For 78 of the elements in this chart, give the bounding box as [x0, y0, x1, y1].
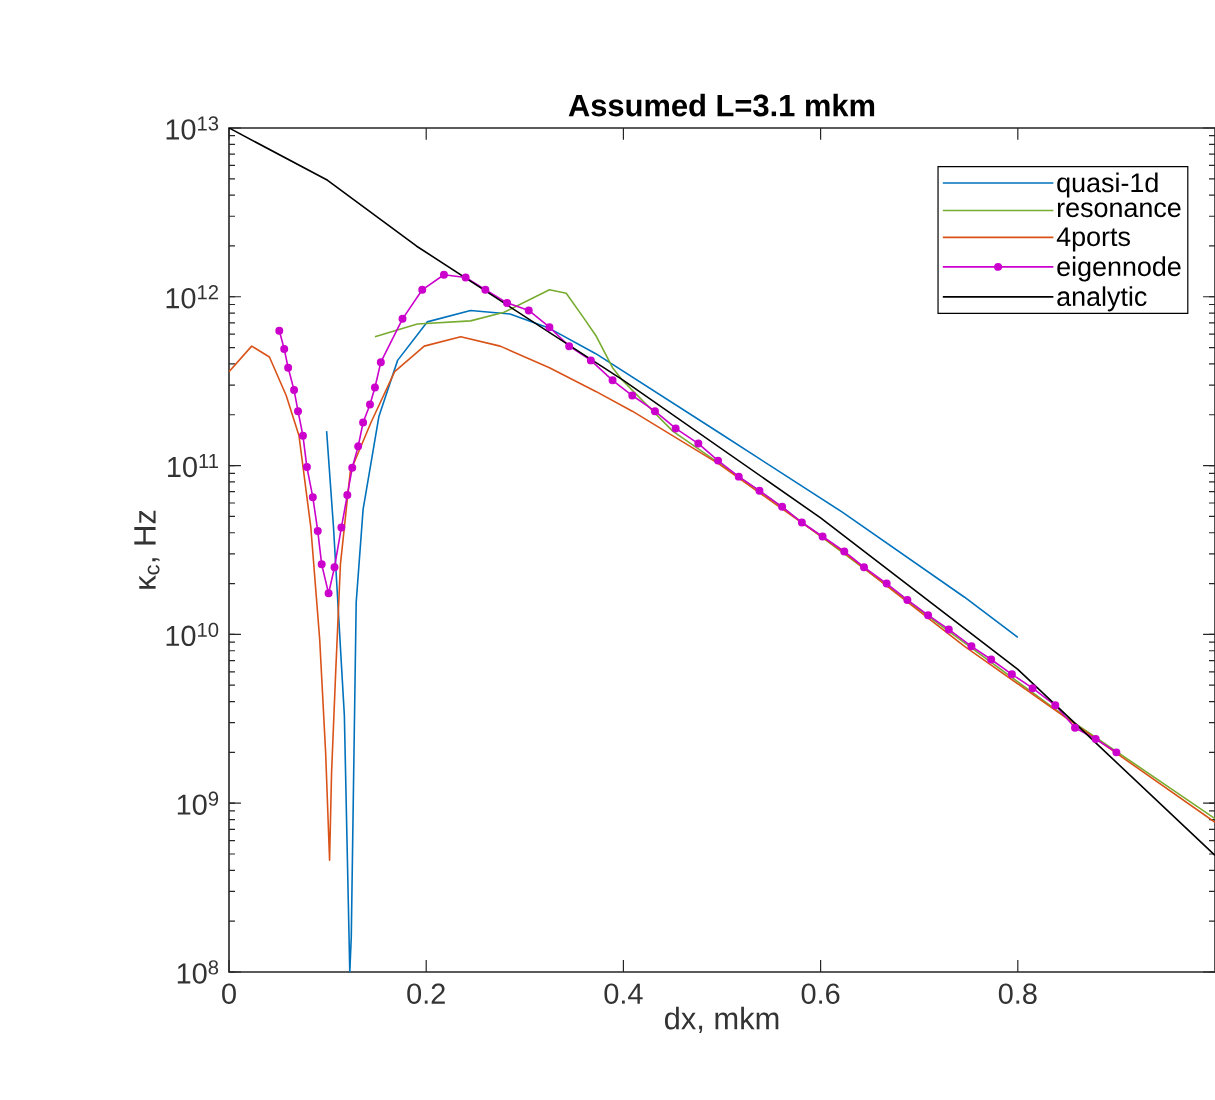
legend-label: 4ports	[1056, 227, 1130, 252]
point	[797, 518, 806, 527]
point	[481, 285, 490, 294]
point	[302, 463, 311, 472]
point	[439, 270, 448, 279]
line-series	[229, 127, 1215, 857]
line-series	[325, 309, 1019, 972]
point	[354, 442, 363, 451]
point	[565, 342, 574, 351]
point	[1051, 701, 1060, 710]
point	[337, 523, 346, 532]
point	[1091, 735, 1100, 743]
point	[284, 363, 293, 372]
point	[275, 326, 284, 335]
x-tick-label: 0.6	[801, 983, 840, 1004]
point	[503, 298, 512, 307]
point	[755, 486, 764, 495]
point	[778, 502, 787, 511]
legend-label: analytic	[1057, 286, 1147, 312]
line-series	[374, 288, 1215, 820]
point	[317, 560, 326, 569]
x-tick-label: 0.8	[998, 983, 1037, 1004]
point	[1007, 670, 1016, 679]
point	[298, 431, 307, 440]
point	[628, 391, 637, 400]
x-tick-label: 0.4	[604, 983, 643, 1004]
y-tick-label: 10$^{9}$	[177, 791, 219, 815]
y-tick-label: 10$^{10}$	[166, 622, 219, 647]
legend-label: resonance	[1057, 202, 1181, 218]
point	[882, 579, 891, 588]
point	[359, 418, 368, 427]
point	[376, 358, 385, 367]
point	[608, 376, 617, 385]
point	[366, 400, 374, 409]
x-tick-label: 0	[222, 983, 236, 1004]
point	[308, 493, 317, 502]
point	[967, 642, 976, 651]
point	[398, 314, 407, 323]
point	[1028, 684, 1037, 693]
x-axis-title: dx, mkm	[664, 1006, 779, 1034]
point	[671, 424, 680, 433]
point	[944, 625, 953, 634]
point	[461, 273, 470, 282]
point	[860, 563, 868, 572]
point	[418, 285, 427, 294]
y-tick-label: 10$^{13}$	[166, 116, 219, 140]
y-tick-label: 10$^{11}$	[168, 453, 219, 478]
point	[524, 306, 533, 315]
point	[313, 526, 322, 535]
point	[987, 655, 996, 664]
legend-label: eigennode	[1057, 256, 1181, 282]
line-series	[229, 335, 1215, 861]
point	[924, 611, 933, 620]
x-tick-label: 0.2	[407, 983, 445, 1004]
point	[370, 383, 379, 392]
point	[818, 532, 827, 541]
point	[348, 463, 357, 472]
point	[734, 472, 743, 481]
point	[650, 407, 659, 416]
point	[586, 356, 595, 365]
point	[903, 595, 912, 604]
y-tick-label: 10$^{12}$	[166, 285, 218, 309]
y-tick-label: 10$^{8}$	[177, 960, 219, 984]
point	[294, 407, 303, 416]
point	[694, 439, 703, 448]
y-axis-title: κ$_{c}$, Hz	[134, 510, 160, 589]
legend-label: quasi-1d	[1057, 172, 1158, 198]
point	[840, 547, 849, 556]
point	[280, 345, 289, 354]
point	[1112, 748, 1121, 757]
point	[545, 323, 554, 332]
point	[290, 386, 299, 395]
point	[1071, 723, 1079, 732]
chart-title: Assumed L=3.1 mkm	[568, 93, 875, 117]
point	[714, 456, 723, 465]
point	[330, 563, 339, 572]
point	[343, 490, 352, 499]
point	[324, 589, 333, 598]
